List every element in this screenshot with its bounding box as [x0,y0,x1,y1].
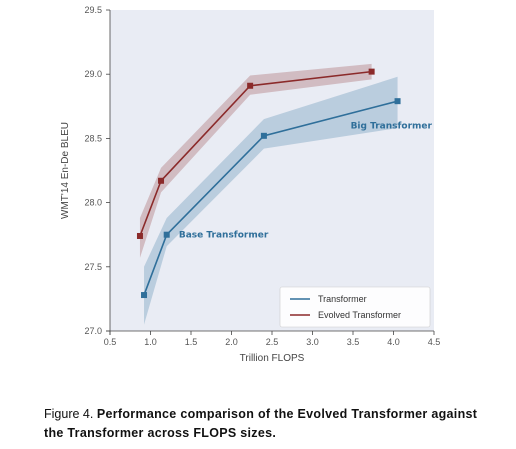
annotation-0: Big Transformer [351,122,433,132]
data-point-0-0 [141,292,147,298]
data-point-1-1 [158,178,164,184]
chart: 27.0 27.5 28.0 28.5 29.0 29.5 0.5 1.0 1.5 2.0 2.5 3… [0,0,516,400]
plot-background [110,10,434,331]
x-tick-label: 4.5 [428,337,441,347]
x-tick-label: 1.5 [185,337,198,347]
x-tick-label: 1.0 [144,337,157,347]
y-tick-label: 28.5 [84,133,102,143]
caption-figure-label: Figure 4. [44,407,93,421]
y-tick-label: 29.0 [84,69,102,79]
x-tick-label: 3.0 [306,337,319,347]
y-tick-label: 27.0 [84,326,102,336]
legend-label-0: Transformer [318,294,367,304]
x-tick-label: 4.0 [387,337,400,347]
x-tick-label: 3.5 [347,337,360,347]
y-axis-label: WMT'14 En-De BLEU [60,122,71,219]
y-tick-label: 29.5 [84,5,102,15]
x-tick-label: 0.5 [104,337,117,347]
y-tick-label: 28.0 [84,198,102,208]
data-point-1-3 [369,69,375,75]
data-point-1-0 [137,233,143,239]
legend-label-1: Evolved Transformer [318,310,401,320]
x-tick-label: 2.5 [266,337,279,347]
x-tick-label: 2.0 [225,337,238,347]
data-point-0-3 [395,98,401,104]
data-point-0-1 [164,232,170,238]
annotation-1: Base Transformer [179,231,269,241]
data-point-0-2 [261,133,267,139]
data-point-1-2 [247,83,253,89]
caption-text: Performance comparison of the Evolved Tr… [44,407,477,440]
legend-box [280,287,430,327]
x-axis-label: Trillion FLOPS [240,353,305,364]
figure-caption: Figure 4. Performance comparison of the … [44,405,484,443]
y-tick-label: 27.5 [84,262,102,272]
